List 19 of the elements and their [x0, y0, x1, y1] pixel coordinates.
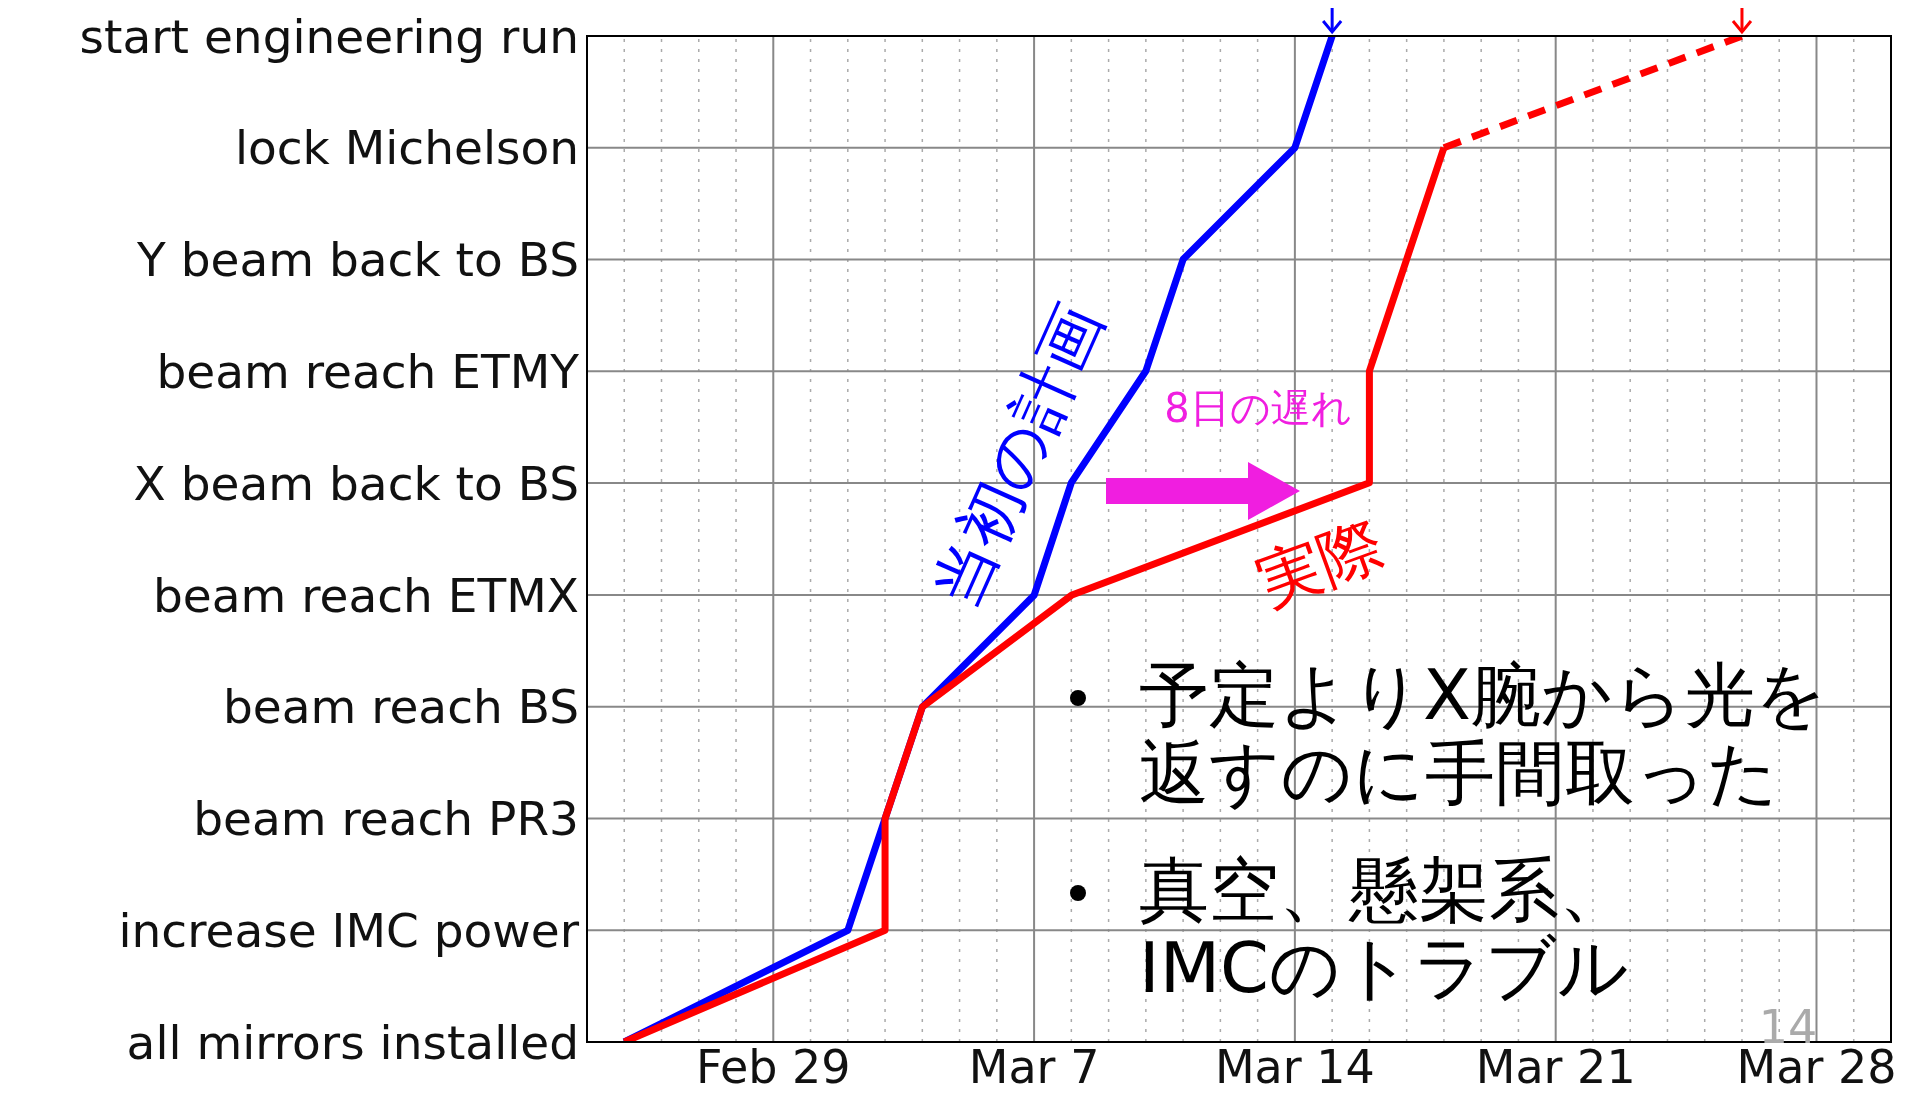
annotation: 8日の遅れ [1164, 384, 1352, 431]
x-tick-label: Mar 7 [968, 1039, 1100, 1094]
text: beam reach PR3 [193, 791, 579, 847]
text: all mirrors installed [126, 1014, 579, 1070]
text: increase IMC power [118, 902, 580, 958]
text: 当初の計画 [917, 292, 1118, 620]
x-tick-label: Feb 29 [695, 1039, 851, 1094]
x-tick-label: Mar 21 [1475, 1039, 1636, 1094]
text: Y beam back to BS [136, 232, 579, 288]
text: beam reach ETMY [156, 344, 580, 400]
text: start engineering run [79, 8, 579, 64]
text: 実際 [1247, 505, 1395, 623]
annotation: 真空、懸架系、IMCのトラブル [1139, 849, 1630, 1010]
text: beam reach BS [222, 679, 579, 735]
text: X beam back to BS [133, 455, 579, 511]
x-tick-label: Mar 14 [1214, 1039, 1375, 1094]
annotation: 予定よりX腕から光を返すのに手間取った [1139, 654, 1828, 815]
text: beam reach ETMX [152, 567, 579, 623]
text: lock Michelson [234, 120, 579, 176]
